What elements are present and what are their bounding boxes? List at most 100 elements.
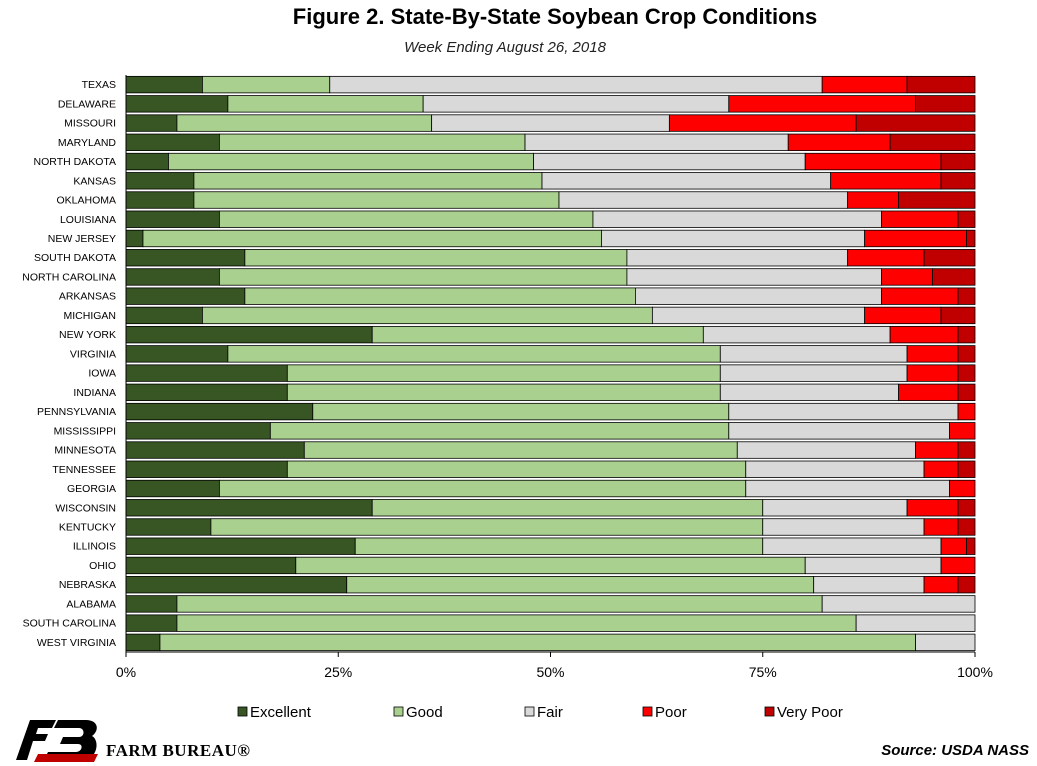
bar-fair-texas <box>329 75 823 94</box>
bar-very-poor-nebraska <box>957 576 976 594</box>
legend-label-poor: Poor <box>655 704 687 721</box>
bar-excellent-nebraska <box>125 576 348 594</box>
bar-poor-michigan <box>864 306 942 325</box>
category-label: NORTH CAROLINA <box>22 271 116 283</box>
bar-fair-south-carolina <box>855 614 976 632</box>
bar-fair-oklahoma <box>558 191 849 209</box>
bar-fair-iowa <box>719 364 908 382</box>
bar-poor-north-dakota <box>804 152 942 171</box>
category-label: ARKANSAS <box>59 291 116 303</box>
bar-excellent-delaware <box>125 95 229 113</box>
bar-very-poor-north-carolina <box>932 268 976 286</box>
legend-swatch-fair <box>524 706 535 717</box>
bar-very-poor-virginia <box>957 345 976 363</box>
x-tick-label: 75% <box>749 664 777 680</box>
category-label: VIRGINIA <box>70 348 116 360</box>
bar-excellent-alabama <box>125 595 178 613</box>
bar-good-pennsylvania <box>312 402 730 421</box>
category-label: DELAWARE <box>58 98 116 110</box>
bar-good-south-dakota <box>244 249 628 267</box>
bar-fair-new-jersey <box>601 229 866 248</box>
bar-very-poor-minnesota <box>957 441 976 459</box>
bar-fair-minnesota <box>736 441 916 459</box>
bar-excellent-new-york <box>125 325 373 344</box>
legend-label-good: Good <box>406 704 443 721</box>
bar-good-oklahoma <box>193 191 560 209</box>
category-label: SOUTH CAROLINA <box>23 618 116 630</box>
bar-fair-south-dakota <box>626 249 849 267</box>
bar-good-delaware <box>227 95 424 113</box>
legend-swatch-good <box>393 706 404 717</box>
bar-good-new-jersey <box>142 229 602 248</box>
bar-very-poor-texas <box>906 75 976 94</box>
bar-poor-oklahoma <box>847 191 899 209</box>
bar-excellent-north-carolina <box>125 268 220 286</box>
bar-good-indiana <box>286 383 721 402</box>
bar-very-poor-iowa <box>957 364 976 382</box>
x-tick-label: 50% <box>536 664 564 680</box>
bar-excellent-south-dakota <box>125 249 246 267</box>
bar-very-poor-tennessee <box>957 460 976 478</box>
legend-label-fair: Fair <box>537 704 563 721</box>
chart-subtitle: Week Ending August 26, 2018 <box>404 39 606 56</box>
bar-fair-north-dakota <box>533 152 806 171</box>
bar-fair-georgia <box>745 479 950 498</box>
bar-good-arkansas <box>244 287 636 305</box>
bar-good-south-carolina <box>176 614 857 632</box>
bar-poor-iowa <box>906 364 959 382</box>
category-label: INDIANA <box>73 387 116 399</box>
bar-excellent-virginia <box>125 345 229 363</box>
source-note: Source: USDA NASS <box>881 742 1029 759</box>
bar-very-poor-south-dakota <box>923 249 976 267</box>
bar-good-maryland <box>218 133 526 151</box>
bar-very-poor-missouri <box>855 114 976 132</box>
bar-fair-virginia <box>719 345 908 363</box>
farm-bureau-red-swoosh <box>34 754 98 762</box>
bar-fair-arkansas <box>635 287 883 305</box>
bar-poor-new-york <box>889 325 959 344</box>
bar-excellent-illinois <box>125 537 356 555</box>
category-label: WISCONSIN <box>55 502 116 514</box>
bar-excellent-iowa <box>125 364 288 382</box>
bar-good-tennessee <box>286 460 747 478</box>
bar-excellent-tennessee <box>125 460 288 478</box>
bar-excellent-michigan <box>125 306 203 325</box>
bar-poor-tennessee <box>923 460 959 478</box>
x-tick-label: 25% <box>324 664 352 680</box>
farm-bureau-wordmark: FARM BUREAU® <box>106 741 251 760</box>
bar-poor-texas <box>821 75 908 94</box>
bar-very-poor-maryland <box>889 133 976 151</box>
bar-fair-pennsylvania <box>728 402 959 421</box>
category-label: MICHIGAN <box>64 310 117 322</box>
bar-fair-missouri <box>431 114 670 132</box>
bar-fair-kansas <box>541 172 832 190</box>
bar-fair-north-carolina <box>626 268 883 286</box>
bar-excellent-mississippi <box>125 422 271 440</box>
bar-excellent-west-virginia <box>125 633 161 652</box>
bar-very-poor-louisiana <box>957 210 976 228</box>
category-label: MISSOURI <box>64 118 116 130</box>
bar-fair-alabama <box>821 595 976 613</box>
bar-very-poor-delaware <box>915 95 976 113</box>
bar-poor-nebraska <box>923 576 959 594</box>
bar-fair-delaware <box>422 95 730 113</box>
bar-poor-indiana <box>898 383 959 402</box>
category-label: KANSAS <box>73 175 116 187</box>
x-tick-label: 0% <box>116 664 136 680</box>
bar-good-ohio <box>295 556 806 575</box>
farm-bureau-fb-mark-b <box>44 720 97 760</box>
bar-poor-louisiana <box>881 210 959 228</box>
bar-very-poor-north-dakota <box>940 152 976 171</box>
bar-good-minnesota <box>303 441 738 459</box>
bar-excellent-south-carolina <box>125 614 178 632</box>
bar-poor-pennsylvania <box>957 402 976 421</box>
category-label: MISSISSIPPI <box>54 425 116 437</box>
bar-good-virginia <box>227 345 721 363</box>
farm-bureau-logo <box>16 720 98 762</box>
category-label: OHIO <box>89 560 116 572</box>
chart-title: Figure 2. State-By-State Soybean Crop Co… <box>292 4 818 29</box>
bar-excellent-arkansas <box>125 287 246 305</box>
bar-poor-kentucky <box>923 518 959 536</box>
legend-swatch-very-poor <box>764 706 775 717</box>
